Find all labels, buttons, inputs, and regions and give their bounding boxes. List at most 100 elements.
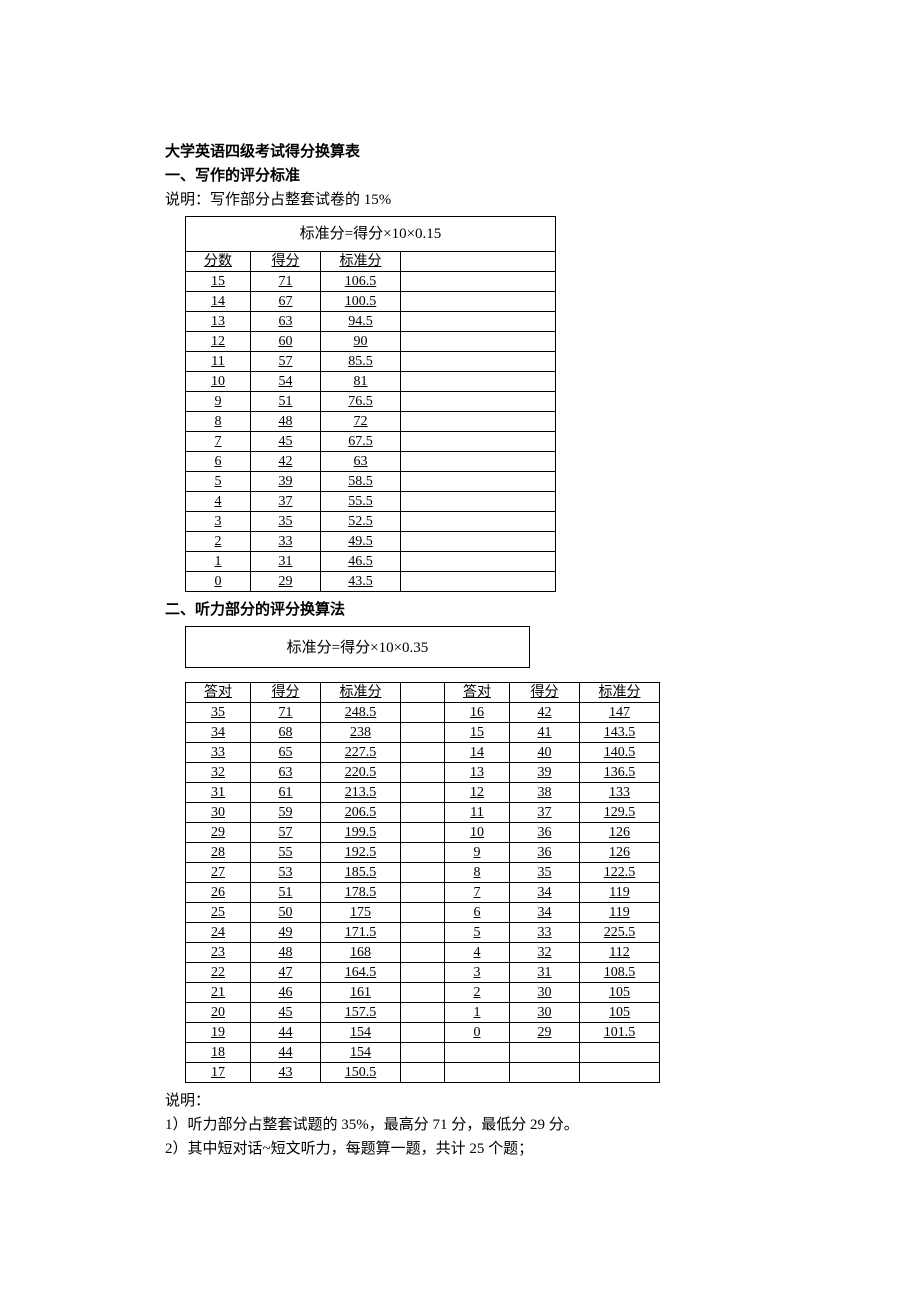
- table-cell: 63: [251, 763, 321, 783]
- table-cell: 105: [580, 983, 660, 1003]
- table-cell: 68: [251, 723, 321, 743]
- writing-heading: 一、写作的评分标准: [165, 164, 755, 188]
- table-cell: [401, 863, 445, 883]
- table-cell: 58.5: [321, 472, 401, 492]
- table-cell: [401, 883, 445, 903]
- table-cell: 30: [186, 803, 251, 823]
- table-cell: 29: [251, 572, 321, 592]
- table-cell: 199.5: [321, 823, 401, 843]
- table-cell: 51: [251, 883, 321, 903]
- table-cell: 39: [510, 763, 580, 783]
- writing-note: 说明：写作部分占整套试卷的 15%: [165, 188, 755, 212]
- table-cell: [401, 332, 556, 352]
- table-cell: [401, 552, 556, 572]
- table-cell: 154: [321, 1043, 401, 1063]
- table-cell: 227.5: [321, 743, 401, 763]
- table-cell: 67.5: [321, 432, 401, 452]
- listening-col-header: [401, 683, 445, 703]
- table-cell: 6: [445, 903, 510, 923]
- table-cell: 27: [186, 863, 251, 883]
- table-cell: 28: [186, 843, 251, 863]
- table-cell: 36: [510, 843, 580, 863]
- table-cell: 40: [510, 743, 580, 763]
- table-cell: 55: [251, 843, 321, 863]
- table-cell: 192.5: [321, 843, 401, 863]
- table-cell: 14: [445, 743, 510, 763]
- listening-note-2: 2）其中短对话~短文听力，每题算一题，共计 25 个题；: [165, 1137, 755, 1161]
- table-cell: 43.5: [321, 572, 401, 592]
- table-cell: 1: [445, 1003, 510, 1023]
- listening-note-1: 1）听力部分占整套试题的 35%，最高分 71 分，最低分 29 分。: [165, 1113, 755, 1137]
- table-cell: 72: [321, 412, 401, 432]
- table-cell: 220.5: [321, 763, 401, 783]
- table-cell: 161: [321, 983, 401, 1003]
- table-cell: [401, 572, 556, 592]
- table-cell: 35: [510, 863, 580, 883]
- table-cell: 171.5: [321, 923, 401, 943]
- table-cell: 136.5: [580, 763, 660, 783]
- table-cell: [401, 723, 445, 743]
- table-cell: [401, 372, 556, 392]
- table-cell: 8: [186, 412, 251, 432]
- table-cell: 16: [445, 703, 510, 723]
- table-cell: 94.5: [321, 312, 401, 332]
- table-cell: 57: [251, 823, 321, 843]
- writing-col-header: 得分: [251, 252, 321, 272]
- table-cell: 108.5: [580, 963, 660, 983]
- table-cell: 45: [251, 432, 321, 452]
- table-cell: [401, 272, 556, 292]
- table-cell: 122.5: [580, 863, 660, 883]
- writing-formula-cell: 标准分=得分×10×0.15: [186, 217, 556, 252]
- listening-heading: 二、听力部分的评分换算法: [165, 598, 755, 622]
- table-cell: 2: [445, 983, 510, 1003]
- table-cell: [401, 412, 556, 432]
- table-cell: 24: [186, 923, 251, 943]
- table-cell: [445, 1043, 510, 1063]
- table-cell: 49.5: [321, 532, 401, 552]
- table-cell: 46.5: [321, 552, 401, 572]
- table-cell: 85.5: [321, 352, 401, 372]
- table-cell: [401, 763, 445, 783]
- table-cell: 42: [510, 703, 580, 723]
- table-cell: 0: [445, 1023, 510, 1043]
- table-cell: [401, 803, 445, 823]
- listening-col-header: 得分: [251, 683, 321, 703]
- table-cell: 42: [251, 452, 321, 472]
- table-cell: [401, 1003, 445, 1023]
- table-cell: [401, 743, 445, 763]
- table-cell: 81: [321, 372, 401, 392]
- table-cell: 6: [186, 452, 251, 472]
- table-cell: [401, 512, 556, 532]
- table-cell: 20: [186, 1003, 251, 1023]
- table-cell: 36: [510, 823, 580, 843]
- table-cell: 106.5: [321, 272, 401, 292]
- table-cell: 2: [186, 532, 251, 552]
- table-cell: [401, 1043, 445, 1063]
- table-cell: [510, 1063, 580, 1083]
- table-cell: 3: [186, 512, 251, 532]
- table-cell: 33: [510, 923, 580, 943]
- table-cell: 175: [321, 903, 401, 923]
- table-cell: 105: [580, 1003, 660, 1023]
- table-cell: [401, 843, 445, 863]
- table-cell: 147: [580, 703, 660, 723]
- table-cell: [401, 352, 556, 372]
- table-cell: 71: [251, 703, 321, 723]
- table-cell: 52.5: [321, 512, 401, 532]
- table-cell: 140.5: [580, 743, 660, 763]
- table-cell: [401, 923, 445, 943]
- table-cell: 51: [251, 392, 321, 412]
- table-cell: 67: [251, 292, 321, 312]
- table-cell: [401, 703, 445, 723]
- table-cell: [401, 312, 556, 332]
- table-cell: [401, 963, 445, 983]
- table-cell: 48: [251, 943, 321, 963]
- table-cell: 4: [186, 492, 251, 512]
- table-cell: [401, 292, 556, 312]
- table-cell: 164.5: [321, 963, 401, 983]
- table-cell: 43: [251, 1063, 321, 1083]
- writing-table-block: 标准分=得分×10×0.15分数得分标准分1571106.51467100.51…: [185, 216, 755, 592]
- table-cell: 213.5: [321, 783, 401, 803]
- listening-formula: 标准分=得分×10×0.35: [185, 626, 530, 668]
- table-cell: 54: [251, 372, 321, 392]
